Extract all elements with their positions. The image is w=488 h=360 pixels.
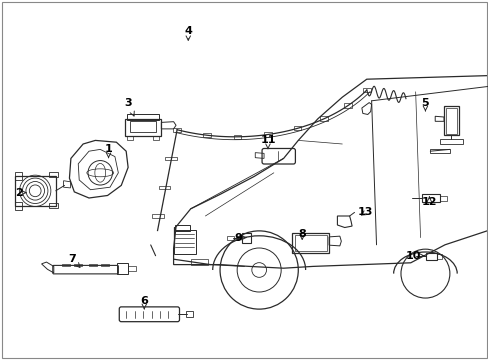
Bar [62, 264, 70, 266]
Bar [101, 264, 109, 266]
Bar [127, 114, 159, 120]
Bar [203, 133, 210, 138]
Text: 6: 6 [140, 296, 148, 309]
Bar [89, 264, 97, 266]
Text: 3: 3 [124, 98, 134, 116]
Bar [153, 136, 159, 140]
Bar [439, 196, 446, 201]
Bar [129, 121, 156, 132]
Bar [49, 172, 58, 177]
Bar [175, 225, 189, 231]
Bar [436, 254, 441, 259]
Bar [164, 157, 176, 160]
Bar [426, 253, 436, 260]
Bar [445, 108, 456, 134]
Bar [186, 311, 193, 317]
Text: 10: 10 [405, 251, 423, 261]
Bar [362, 88, 370, 92]
Bar [124, 119, 161, 136]
Bar [429, 149, 449, 153]
Bar [128, 266, 136, 271]
Text: 12: 12 [421, 197, 436, 207]
Bar [190, 259, 207, 265]
Text: 2: 2 [15, 188, 26, 198]
Text: 8: 8 [298, 229, 305, 239]
Text: 11: 11 [260, 135, 275, 149]
Bar [173, 230, 195, 254]
Bar [293, 126, 301, 130]
Bar [439, 139, 462, 144]
Text: 5: 5 [421, 98, 428, 111]
Text: 13: 13 [357, 207, 373, 217]
Bar [158, 185, 170, 189]
Text: 4: 4 [184, 26, 192, 40]
Bar [74, 264, 82, 266]
Bar [227, 236, 234, 240]
Bar [152, 214, 163, 218]
Bar [49, 203, 58, 208]
Text: 7: 7 [68, 254, 80, 267]
Bar [320, 116, 327, 121]
Text: 1: 1 [104, 144, 112, 158]
Bar [117, 263, 128, 274]
Bar [173, 127, 181, 132]
Bar [443, 106, 458, 135]
Bar [15, 202, 21, 210]
Text: 9: 9 [234, 233, 245, 243]
Bar [127, 136, 133, 140]
Bar [264, 132, 271, 137]
Bar [15, 172, 21, 180]
Bar [294, 235, 326, 251]
Bar [421, 194, 439, 202]
Bar [242, 233, 250, 243]
Bar [343, 103, 351, 108]
Bar [292, 233, 328, 253]
Bar [233, 135, 241, 139]
Bar [15, 176, 56, 206]
